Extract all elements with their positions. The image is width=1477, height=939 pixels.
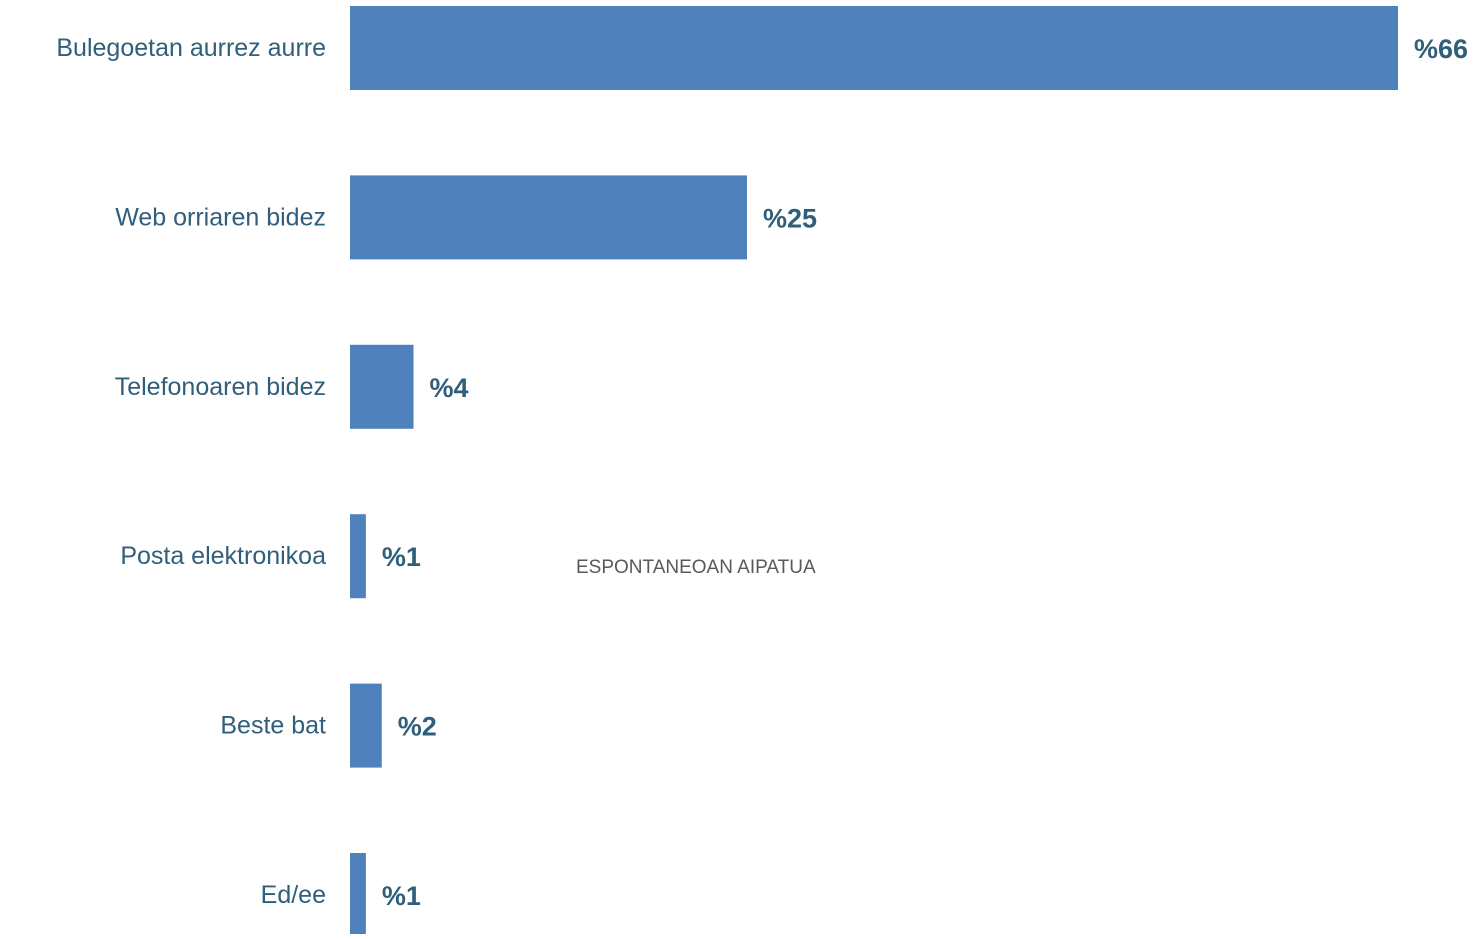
bar	[350, 175, 747, 260]
bar	[350, 683, 382, 768]
chart-annotation: ESPONTANEOAN AIPATUA	[576, 557, 816, 578]
category-label: Beste bat	[220, 712, 326, 740]
category-label: Posta elektronikoa	[120, 542, 326, 570]
category-label: Ed/ee	[261, 881, 326, 909]
bar	[350, 6, 1398, 90]
value-label: %25	[763, 203, 817, 233]
value-label: %4	[430, 373, 469, 403]
value-label: %1	[382, 881, 421, 911]
value-label: %1	[382, 542, 421, 572]
value-label: %66	[1414, 34, 1468, 64]
bar	[350, 344, 414, 429]
bar	[350, 514, 366, 599]
bar	[350, 853, 366, 937]
category-label: Telefonoaren bidez	[115, 373, 326, 401]
category-label: Web orriaren bidez	[115, 203, 326, 231]
value-label: %2	[398, 712, 437, 742]
category-label: Bulegoetan aurrez aurre	[56, 34, 326, 62]
